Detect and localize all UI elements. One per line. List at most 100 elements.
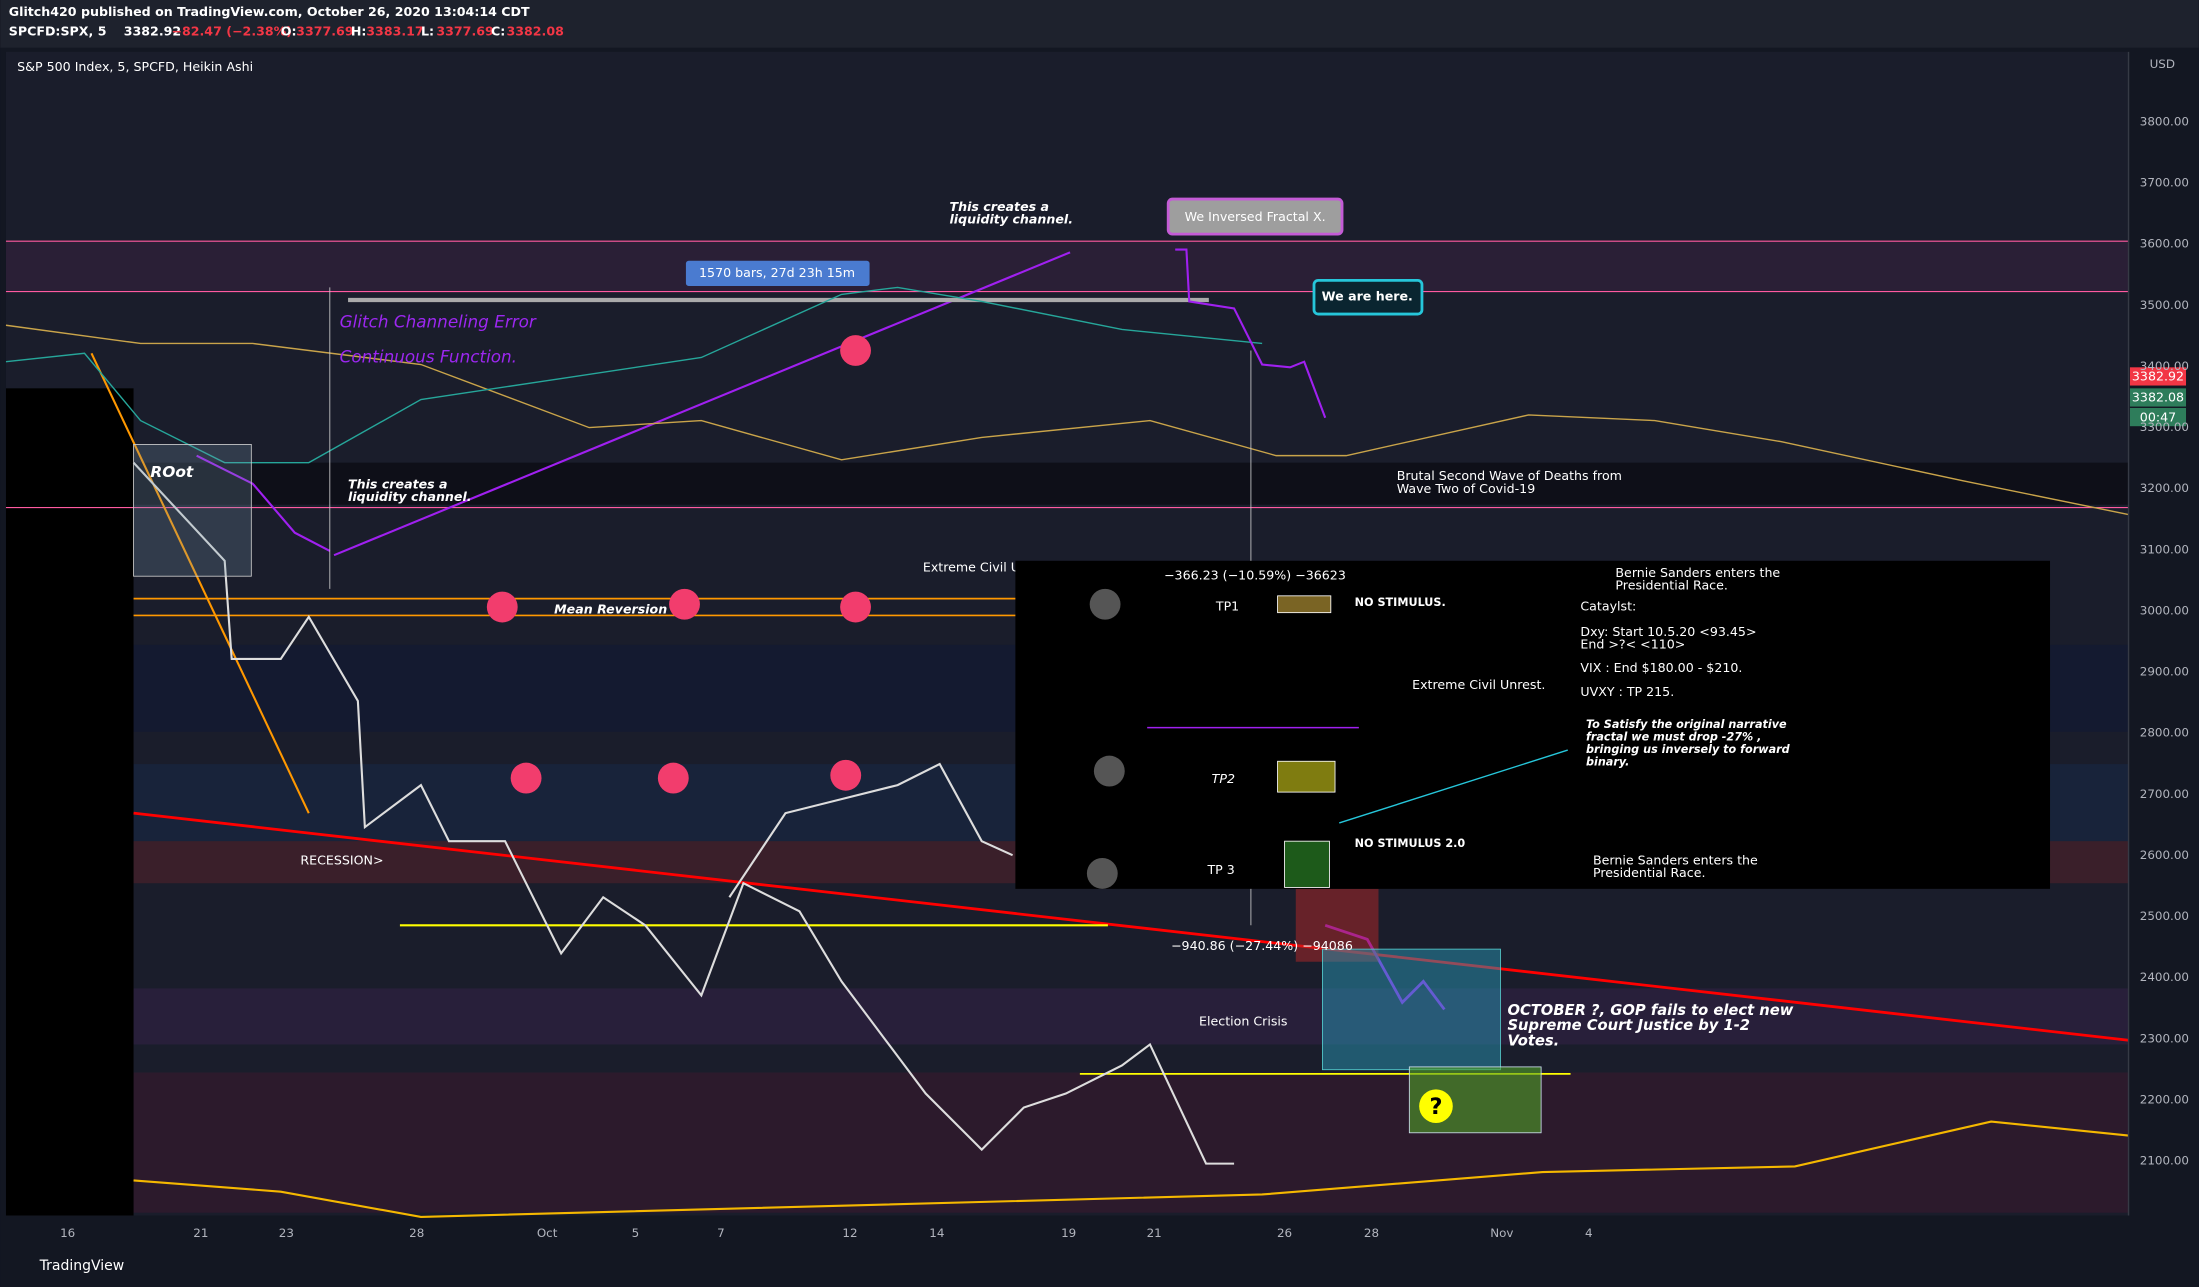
price-label: 2800.00 [2140, 726, 2189, 740]
annotation: TP1 [1215, 599, 1239, 614]
annotation: RECESSION> [300, 852, 383, 867]
ohlc-label: C: [491, 24, 505, 39]
annotation: To Satisfy the original narrative [1586, 718, 1787, 731]
price-label: 3300.00 [2140, 420, 2189, 434]
time-label: 5 [632, 1226, 640, 1240]
annotation: Extreme Civil Unrest. [1412, 677, 1545, 692]
notes-panel [1015, 560, 2051, 889]
price-label: 2600.00 [2140, 848, 2189, 862]
annotation: bringing us inversely to forward [1586, 743, 1791, 756]
time-label: 7 [717, 1226, 725, 1240]
ohlc-value: 3377.69 [436, 24, 493, 39]
time-label: 14 [929, 1226, 944, 1240]
ohlc-label: L: [421, 24, 434, 39]
time-label: 16 [60, 1226, 75, 1240]
annotation: Supreme Court Justice by 1-2 [1507, 1017, 1750, 1034]
price-label: 3200.00 [2140, 481, 2189, 495]
annotation: Bernie Sanders enters the [1615, 565, 1780, 580]
tp1-box [1277, 595, 1332, 614]
annotation: 1570 bars, 27d 23h 15m [699, 265, 855, 280]
price-tag-text: 00:47 [2140, 409, 2176, 424]
measure-label [685, 260, 870, 286]
currency: USD [2150, 57, 2175, 71]
time-label: 4 [1585, 1226, 1593, 1240]
tp3-box [1284, 840, 1330, 888]
price-label: 3700.00 [2140, 176, 2189, 190]
annotation: Presidential Race. [1615, 578, 1727, 593]
annotation: Glitch Channeling Error [340, 311, 537, 331]
annotation: Votes. [1507, 1033, 1559, 1050]
annotation: This creates a [348, 477, 448, 492]
annotation: Mean Reversion [554, 601, 667, 616]
annotation: UVXY : TP 215. [1580, 684, 1674, 699]
price-label: 3500.00 [2140, 298, 2189, 312]
tp2-box [1277, 760, 1336, 793]
header-bar [0, 0, 2199, 48]
price-tag [2129, 388, 2187, 407]
annotation: We Inversed Fractal X. [1185, 209, 1326, 224]
price-label: 3100.00 [2140, 542, 2189, 556]
bubble [1166, 197, 1344, 236]
time-label: Nov [1490, 1226, 1513, 1240]
time-label: 19 [1061, 1226, 1076, 1240]
annotation: Brutal Second Wave of Deaths from [1397, 468, 1622, 483]
annotation: Cataylst: [1580, 599, 1636, 614]
annotation: We are here. [1322, 289, 1413, 304]
time-label: Oct [537, 1226, 558, 1240]
annotation: liquidity channel. [348, 489, 472, 504]
price-label: 2400.00 [2140, 970, 2189, 984]
annotation: Bernie Sanders enters the [1593, 852, 1758, 867]
annotation: −366.23 (−10.59%) −36623 [1164, 568, 1346, 583]
annotation: End >?< <110> [1580, 636, 1685, 651]
annotation: binary. [1586, 756, 1629, 769]
price-label: 3800.00 [2140, 114, 2189, 128]
symbol-text: −82.47 (−2.38%) [171, 24, 292, 39]
annotation: OCTOBER ?, GOP fails to elect new [1507, 1002, 1793, 1019]
annotation: This creates a [949, 199, 1049, 214]
annotation: NO STIMULUS. [1355, 596, 1446, 609]
annotation: liquidity channel. [949, 212, 1073, 227]
annotation: Dxy: Start 10.5.20 <93.45> [1580, 624, 1756, 639]
annotation: Presidential Race. [1593, 865, 1705, 880]
arrow [1339, 749, 1568, 824]
time-label: 21 [193, 1226, 208, 1240]
price-tag [2129, 407, 2187, 427]
price-tag-text: 3382.08 [2132, 390, 2184, 405]
symbol-text: SPCFD:SPX, 5 [9, 24, 107, 39]
price-label: 3400.00 [2140, 359, 2189, 373]
ohlc-value: 3382.08 [506, 24, 563, 39]
annotation: TP 3 [1206, 862, 1234, 877]
annotation: fractal we must drop -27% , [1586, 730, 1761, 743]
annotation: NO STIMULUS 2.0 [1355, 837, 1466, 850]
time-label: 28 [409, 1226, 424, 1240]
time-label: 26 [1277, 1226, 1292, 1240]
svg-text:?: ? [1429, 1094, 1442, 1120]
price-label: 2200.00 [2140, 1092, 2189, 1106]
chart-title: S&P 500 Index, 5, SPCFD, Heikin Ashi [17, 59, 253, 74]
ohlc-label: O: [281, 24, 297, 39]
annotation: TP2 [1212, 771, 1235, 786]
annotation: VIX : End $180.00 - $210. [1580, 660, 1742, 675]
price-label: 2900.00 [2140, 665, 2189, 679]
time-label: 21 [1147, 1226, 1162, 1240]
price-tag-text: 3382.92 [2132, 369, 2184, 384]
annotation: Continuous Function. [340, 347, 517, 367]
annotation: Election Crisis [1199, 1014, 1287, 1029]
bubble [1312, 278, 1424, 316]
price-label: 3000.00 [2140, 603, 2189, 617]
time-label: 23 [279, 1226, 294, 1240]
annotation: ROot [150, 463, 194, 481]
price-label: 2500.00 [2140, 909, 2189, 923]
time-label: 12 [842, 1226, 857, 1240]
annotation: −940.86 (−27.44%) −94086 [1171, 938, 1353, 953]
symbol-text: 3382.92 [124, 24, 181, 39]
annotation: Wave Two of Covid-19 [1397, 481, 1536, 496]
symbol-line: SPCFD:SPX, 5 3382.92−82.47 (−2.38%)O: 3377… [9, 24, 564, 39]
publisher: Glitch420 published on TradingView.com, … [9, 4, 530, 19]
time-label: 28 [1364, 1226, 1379, 1240]
ohlc-value: 3377.69 [296, 24, 353, 39]
price-label: 2100.00 [2140, 1154, 2189, 1168]
price-label: 2700.00 [2140, 787, 2189, 801]
